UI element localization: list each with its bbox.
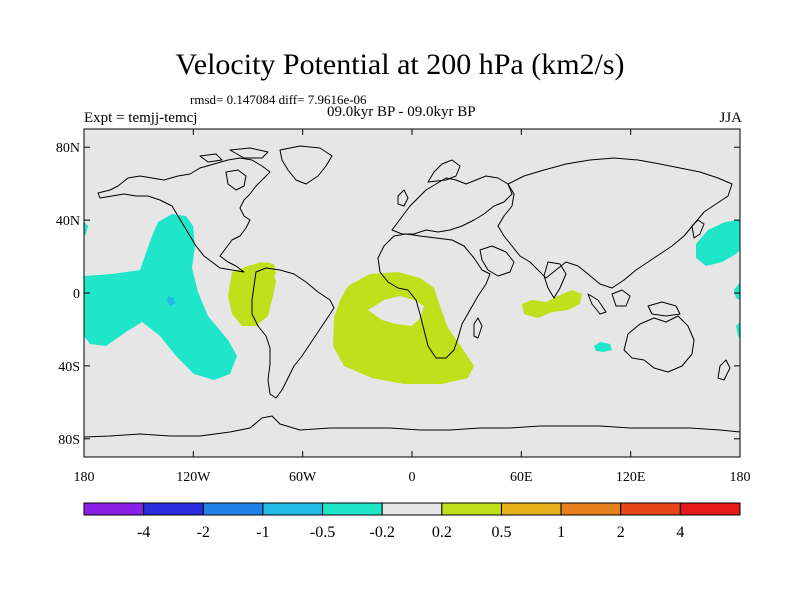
colorbar-swatch bbox=[560, 502, 622, 516]
coast-india bbox=[543, 261, 567, 299]
positive-spot-caribbean bbox=[258, 262, 276, 278]
colorbar-label: 0.5 bbox=[491, 524, 511, 541]
lat-label: 0 bbox=[73, 287, 80, 302]
colorbar-label: 2 bbox=[617, 524, 625, 541]
coast-japan bbox=[691, 219, 705, 239]
lon-label: 60E bbox=[510, 470, 533, 485]
coast-asia bbox=[497, 157, 733, 289]
coast-new-guinea bbox=[647, 301, 681, 317]
coast-australia bbox=[623, 315, 695, 373]
colorbar-label: -0.5 bbox=[310, 524, 335, 541]
lon-label: 0 bbox=[409, 470, 416, 485]
season-label: JJA bbox=[719, 110, 742, 126]
coast-hudson-bay bbox=[225, 169, 247, 191]
lat-label: 40N bbox=[56, 214, 80, 229]
coast-borneo bbox=[611, 289, 631, 307]
negative-spot-west-edge bbox=[84, 222, 88, 236]
colorbar-swatch bbox=[143, 502, 204, 516]
colorbar-label: -0.2 bbox=[370, 524, 395, 541]
colorbar-swatch bbox=[441, 502, 502, 516]
negative-spot-maritime bbox=[594, 342, 612, 352]
coast-africa bbox=[377, 233, 491, 359]
coast-antarctica bbox=[83, 415, 741, 438]
coast-madagascar bbox=[473, 317, 483, 339]
deep-negative-spot bbox=[167, 296, 175, 306]
contour-fills bbox=[84, 214, 740, 384]
lon-label: 180 bbox=[730, 470, 751, 485]
negative-spot-equatorial bbox=[734, 282, 740, 300]
coast-new-zealand bbox=[717, 359, 731, 381]
colorbar-swatch bbox=[83, 502, 145, 516]
positive-region-indian-ocean bbox=[522, 290, 582, 318]
colorbar-swatch bbox=[620, 502, 681, 516]
colorbar-swatch bbox=[322, 502, 383, 516]
coast-greenland bbox=[279, 145, 333, 185]
coast-sumatra bbox=[587, 293, 607, 315]
coast-north-america bbox=[97, 157, 271, 273]
period-label: 09.0kyr BP - 09.0kyr BP bbox=[327, 104, 476, 120]
colorbar-swatch bbox=[500, 502, 562, 516]
colorbar-label: -4 bbox=[137, 524, 150, 541]
lat-label: 80N bbox=[56, 141, 80, 156]
colorbar-swatch bbox=[679, 502, 741, 516]
longitude-axis: 180 120W 60W 0 60E 120E 180 bbox=[74, 129, 751, 485]
map-title: Velocity Potential at 200 hPa (km2/s) bbox=[175, 48, 625, 81]
coast-scandinavia bbox=[427, 159, 461, 183]
colorbar-label: 0.2 bbox=[432, 524, 452, 541]
stats-label: rmsd= 0.147084 diff= 7.9616e-06 bbox=[190, 92, 367, 107]
coast-british-isles bbox=[397, 189, 409, 207]
colorbar-label: 1 bbox=[557, 524, 565, 541]
colorbar-label: -1 bbox=[256, 524, 269, 541]
colorbar-swatch bbox=[262, 502, 324, 516]
coast-south-america bbox=[251, 267, 335, 399]
negative-spot-east-edge bbox=[736, 322, 740, 338]
positive-region-south-america bbox=[228, 262, 276, 326]
latitude-axis: 80N 40N 0 40S 80S bbox=[56, 141, 740, 448]
lat-label: 40S bbox=[58, 360, 80, 375]
positive-region-south-atlantic bbox=[333, 272, 474, 384]
coast-arctic-islands bbox=[199, 147, 269, 163]
lon-label: 120W bbox=[176, 470, 211, 485]
coast-europe bbox=[391, 175, 513, 235]
coastlines bbox=[83, 145, 741, 438]
colorbar-swatch bbox=[381, 502, 443, 516]
lat-label: 80S bbox=[58, 433, 80, 448]
lon-label: 120E bbox=[616, 470, 646, 485]
coast-arabia bbox=[479, 245, 515, 277]
negative-region-east-pacific bbox=[84, 214, 237, 380]
colorbar: -4 -2 -1 -0.5 -0.2 0.2 0.5 1 2 4 bbox=[83, 502, 741, 541]
colorbar-label: 4 bbox=[676, 524, 684, 541]
negative-region-west-pacific bbox=[696, 220, 740, 266]
colorbar-label: -2 bbox=[197, 524, 210, 541]
lon-label: 180 bbox=[74, 470, 95, 485]
colorbar-swatch bbox=[202, 502, 264, 516]
experiment-label: Expt = temjj-temcj bbox=[84, 110, 198, 126]
lon-label: 60W bbox=[289, 470, 317, 485]
